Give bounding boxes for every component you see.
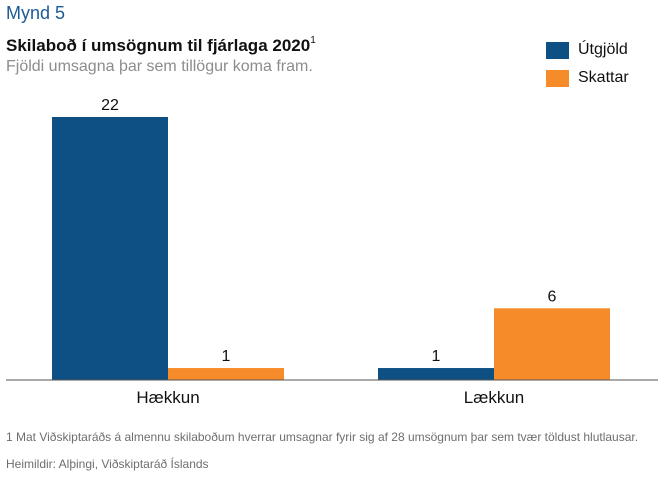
bar-laekkun-skattar — [494, 308, 610, 380]
bars-group — [52, 117, 610, 380]
legend-label-skattar: Skattar — [578, 69, 629, 86]
figure-label: Mynd 5 — [6, 3, 66, 23]
value-label-laekkun-utgjold: 1 — [432, 348, 441, 365]
value-label-haekkun-utgjold: 22 — [101, 97, 119, 114]
category-label-laekkun: Lækkun — [464, 388, 524, 407]
bar-haekkun-skattar — [168, 368, 284, 380]
value-label-laekkun-skattar: 6 — [548, 288, 557, 305]
footnote: 1 Mat Viðskiptaráðs á almennu skilaboðum… — [6, 430, 639, 444]
chart-subtitle: Fjöldi umsagna þar sem tillögur koma fra… — [6, 58, 313, 75]
legend-label-utgjold: Útgjöld — [578, 41, 628, 58]
legend: Útgjöld Skattar — [546, 37, 629, 93]
chart-title: Skilaboð í umsögnum til fjárlaga 20201 — [6, 35, 316, 56]
legend-item-utgjold: Útgjöld — [546, 37, 629, 63]
legend-swatch-utgjold — [546, 41, 569, 59]
category-label-haekkun: Hækkun — [136, 388, 199, 407]
title-footnote-marker: 1 — [310, 35, 316, 47]
chart-title-text: Skilaboð í umsögnum til fjárlaga 2020 — [6, 36, 311, 55]
value-labels-group: 22 1 1 6 — [101, 97, 556, 365]
legend-swatch-skattar — [546, 69, 569, 87]
source-note: Heimildir: Alþingi, Viðskiptaráð Íslands — [6, 457, 209, 471]
legend-item-skattar: Skattar — [546, 65, 629, 91]
bar-haekkun-utgjold — [52, 117, 168, 380]
bar-laekkun-utgjold — [378, 368, 494, 380]
category-labels-group: Hækkun Lækkun — [136, 388, 524, 407]
value-label-haekkun-skattar: 1 — [222, 348, 231, 365]
